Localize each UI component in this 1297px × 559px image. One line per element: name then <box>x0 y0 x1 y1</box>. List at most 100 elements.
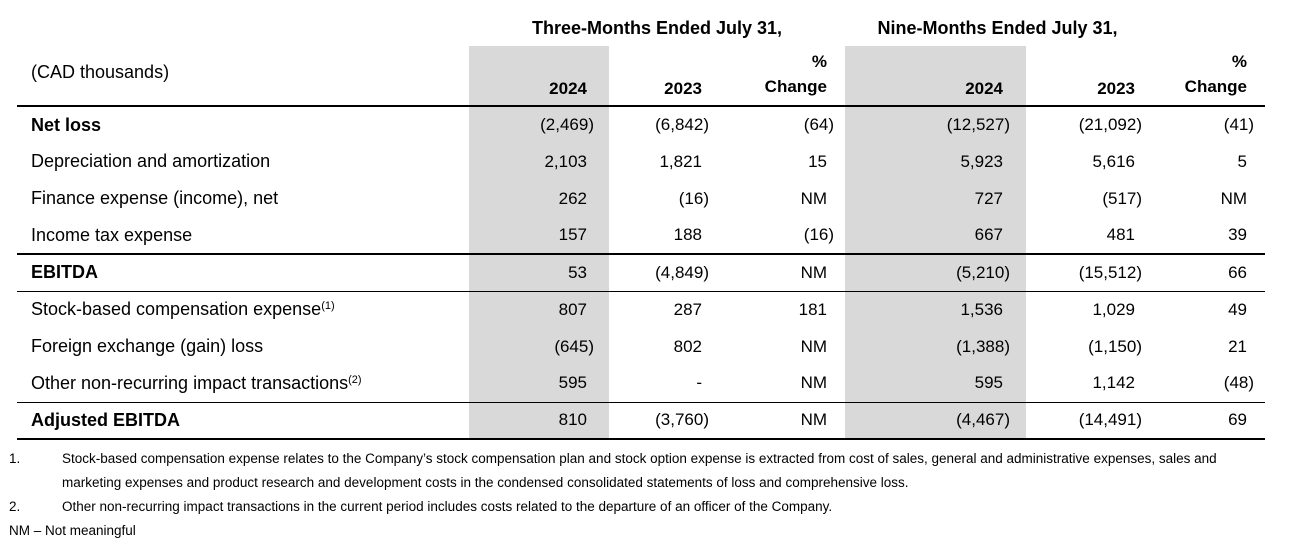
pct-change-line1: % <box>811 52 828 71</box>
value-cell: (15,512) <box>1026 254 1151 292</box>
value-cell: (21,092) <box>1078 115 1143 134</box>
row-label: Finance expense (income), net <box>31 188 279 208</box>
ebitda-reconciliation-table: Three-Months Ended July 31, Nine-Months … <box>17 12 1266 440</box>
value-cell: 49 <box>1228 299 1248 319</box>
column-header-3m-pct-change: % Change <box>731 46 846 107</box>
column-header-9m-2023: 2023 <box>1026 46 1151 107</box>
value-cell: 481 <box>1026 217 1151 255</box>
value-cell: 810 <box>469 402 609 440</box>
value-cell: 5,923 <box>845 143 1027 180</box>
value-cell: (48) <box>1150 365 1266 403</box>
value-cell: 66 <box>1150 254 1266 292</box>
footnote-2: 2. Other non-recurring impact transactio… <box>9 495 1271 519</box>
value-cell: 1,536 <box>845 291 1027 328</box>
value-cell: 5 <box>1237 151 1248 171</box>
value-cell: (16) <box>678 188 709 208</box>
value-cell: 262 <box>469 180 609 217</box>
value-cell: (41) <box>1223 115 1255 134</box>
value-cell: (16) <box>731 217 846 255</box>
footnote-text: Other non-recurring impact transactions … <box>62 499 833 514</box>
footnote-reference: (2) <box>348 373 362 386</box>
value-cell: 21 <box>1228 336 1248 356</box>
period-title-row: Three-Months Ended July 31, Nine-Months … <box>17 12 1265 46</box>
value-cell: (1,388) <box>845 328 1027 365</box>
value-cell: 802 <box>673 336 702 356</box>
value-cell: (12,527) <box>845 106 1027 143</box>
value-cell: 181 <box>798 299 828 319</box>
row-label: Other non-recurring impact transactions(… <box>17 365 469 403</box>
value-cell: (4,849) <box>609 254 731 292</box>
row-label: Depreciation and amortization <box>31 151 271 171</box>
column-header-9m-pct-change: % Change <box>1150 46 1266 107</box>
table-row: Adjusted EBITDA 810 (3,760) NM (4,467) (14,49… <box>17 402 1266 440</box>
value-cell: 157 <box>469 217 609 255</box>
value-cell: 727 <box>845 180 1027 217</box>
value-cell: NM <box>731 402 846 440</box>
value-cell: (645) <box>469 328 609 365</box>
value-cell: NM <box>1220 188 1248 208</box>
value-cell: 287 <box>673 299 702 319</box>
column-header-row: (CAD thousands) 2024 2023 % Change 2024 … <box>17 46 1266 107</box>
column-header-9m-2024: 2024 <box>845 46 1027 107</box>
period-title-nine-months: Nine-Months Ended July 31, <box>877 18 1118 38</box>
value-cell: 667 <box>845 217 1027 255</box>
row-label: EBITDA <box>17 254 469 292</box>
unit-label: (CAD thousands) <box>17 46 469 107</box>
value-cell: NM <box>800 336 828 356</box>
footnote-1: 1. Stock-based compensation expense rela… <box>9 447 1271 495</box>
table-row: Foreign exchange (gain) loss (645) 802 NM (1… <box>17 328 1265 365</box>
row-label: Stock-based compensation expense(1) <box>31 299 335 320</box>
value-cell: (4,467) <box>845 402 1027 440</box>
table-row: EBITDA 53 (4,849) NM (5,210) (15,512) 66 <box>17 254 1266 292</box>
footnotes: 1. Stock-based compensation expense rela… <box>9 447 1271 543</box>
value-cell: (64) <box>803 115 835 134</box>
value-cell: 2,103 <box>469 143 609 180</box>
row-label: Income tax expense <box>17 217 469 255</box>
period-title-three-months: Three-Months Ended July 31, <box>531 18 783 38</box>
row-label: Foreign exchange (gain) loss <box>31 336 264 356</box>
value-cell: 1,142 <box>1026 365 1151 403</box>
value-cell: 53 <box>469 254 609 292</box>
value-cell: 595 <box>469 365 609 403</box>
value-cell: 1,029 <box>1092 299 1136 319</box>
value-cell: (6,842) <box>655 115 709 134</box>
pct-change-line2: Change <box>1184 77 1248 96</box>
footnote-text: Stock-based compensation expense relates… <box>62 451 1217 490</box>
footnote-reference: (1) <box>321 300 335 313</box>
period-title-spacer-right <box>1150 12 1265 46</box>
pct-change-line2: Change <box>764 77 828 96</box>
period-title-spacer <box>17 12 469 46</box>
value-cell: NM <box>800 188 828 208</box>
value-cell: 69 <box>1150 402 1266 440</box>
value-cell: 1,821 <box>659 151 702 171</box>
footnote-number: 1. <box>9 451 21 466</box>
column-header-3m-2024: 2024 <box>469 46 609 107</box>
page: Three-Months Ended July 31, Nine-Months … <box>9 12 1271 543</box>
pct-change-line1: % <box>1231 52 1248 71</box>
table-body: Net loss (2,469) (6,842) (64) (12,527) (21,09… <box>17 106 1266 440</box>
value-cell: NM <box>731 254 846 292</box>
value-cell: 5,616 <box>1092 151 1136 171</box>
value-cell: (1,150) <box>1088 336 1143 356</box>
column-header-3m-2023: 2023 <box>609 46 731 107</box>
table-row: Finance expense (income), net 262 (16) NM 72… <box>17 180 1265 217</box>
table-row: Income tax expense 157 188 (16) 667 481 39 <box>17 217 1266 255</box>
table-header: Three-Months Ended July 31, Nine-Months … <box>17 12 1266 107</box>
value-cell: 188 <box>609 217 731 255</box>
table-row: Depreciation and amortization 2,103 1,821 1… <box>17 143 1265 180</box>
table-row: Net loss (2,469) (6,842) (64) (12,527) (21,09… <box>17 106 1265 143</box>
value-cell: 39 <box>1150 217 1266 255</box>
value-cell: 15 <box>808 151 828 171</box>
row-label: Net loss <box>31 114 102 135</box>
value-cell: NM <box>731 365 846 403</box>
value-cell: 807 <box>469 291 609 328</box>
value-cell: 595 <box>845 365 1027 403</box>
value-cell: - <box>609 365 731 403</box>
table-row: Stock-based compensation expense(1) 807 28… <box>17 291 1265 328</box>
value-cell: (2,469) <box>469 106 609 143</box>
footnote-number: 2. <box>9 499 21 514</box>
row-label: Adjusted EBITDA <box>17 402 469 440</box>
nm-definition: NM – Not meaningful <box>9 523 136 538</box>
table-row: Other non-recurring impact transactions(… <box>17 365 1266 403</box>
value-cell: (14,491) <box>1026 402 1151 440</box>
